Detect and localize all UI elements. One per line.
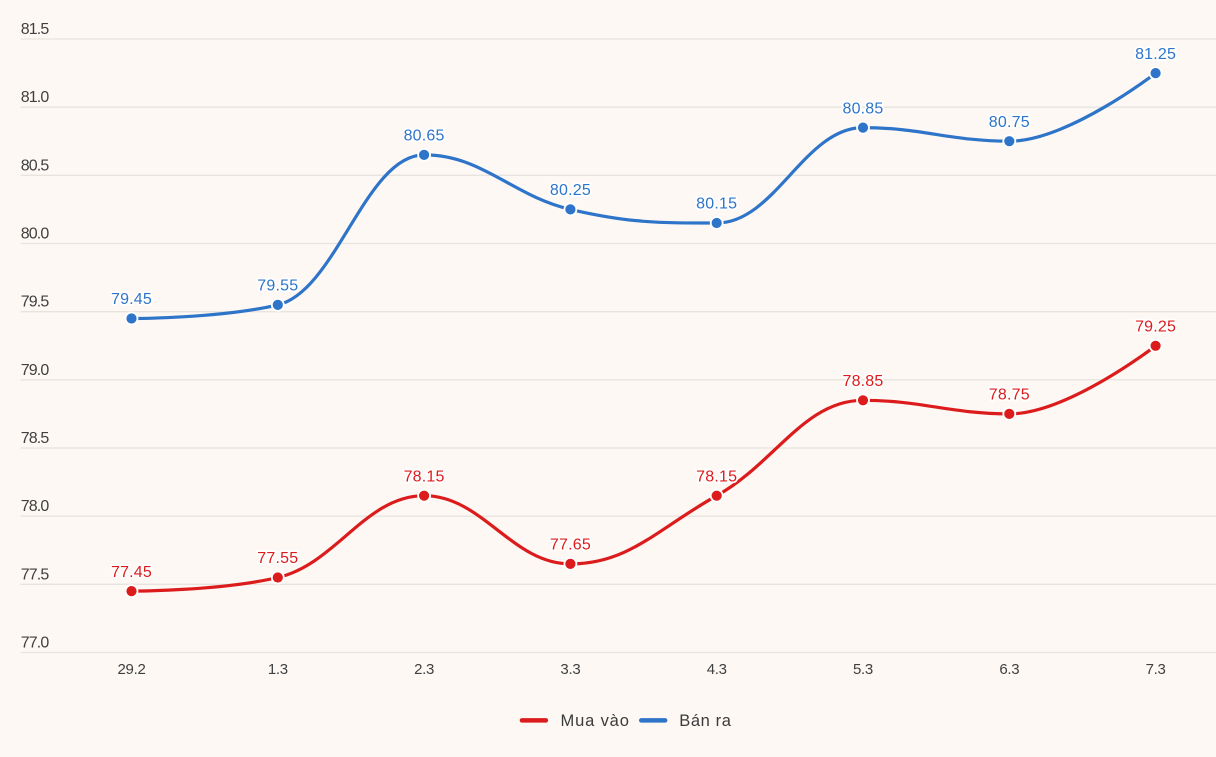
svg-text:81.25: 81.25 <box>1135 46 1176 63</box>
svg-text:6.3: 6.3 <box>999 661 1019 678</box>
svg-text:80.65: 80.65 <box>404 128 445 145</box>
svg-text:79.0: 79.0 <box>21 362 50 379</box>
svg-text:78.0: 78.0 <box>21 498 50 515</box>
svg-text:78.5: 78.5 <box>21 430 50 447</box>
svg-text:Mua vào: Mua vào <box>561 712 630 730</box>
svg-text:77.55: 77.55 <box>257 550 298 567</box>
svg-text:80.0: 80.0 <box>21 226 50 243</box>
svg-text:7.3: 7.3 <box>1146 661 1166 678</box>
svg-text:77.0: 77.0 <box>21 635 50 652</box>
svg-text:5.3: 5.3 <box>853 661 873 678</box>
svg-text:80.75: 80.75 <box>989 114 1030 131</box>
svg-text:79.5: 79.5 <box>21 294 50 311</box>
svg-text:78.15: 78.15 <box>404 468 445 485</box>
svg-text:3.3: 3.3 <box>560 661 580 678</box>
svg-text:1.3: 1.3 <box>268 661 288 678</box>
svg-text:77.65: 77.65 <box>550 537 591 554</box>
svg-text:80.85: 80.85 <box>842 100 883 117</box>
svg-text:81.5: 81.5 <box>21 21 50 38</box>
svg-text:81.0: 81.0 <box>21 89 50 106</box>
svg-text:78.15: 78.15 <box>696 468 737 485</box>
svg-text:79.25: 79.25 <box>1135 318 1176 335</box>
svg-text:78.85: 78.85 <box>842 373 883 390</box>
svg-text:80.5: 80.5 <box>21 157 50 174</box>
svg-text:80.15: 80.15 <box>696 196 737 213</box>
svg-text:4.3: 4.3 <box>707 661 727 678</box>
svg-text:78.75: 78.75 <box>989 387 1030 404</box>
svg-text:2.3: 2.3 <box>414 661 434 678</box>
svg-text:77.45: 77.45 <box>111 564 152 581</box>
svg-text:29.2: 29.2 <box>118 661 146 678</box>
svg-text:Bán ra: Bán ra <box>679 712 731 730</box>
svg-text:80.25: 80.25 <box>550 182 591 199</box>
svg-text:79.55: 79.55 <box>257 278 298 295</box>
svg-text:79.45: 79.45 <box>111 291 152 308</box>
svg-text:77.5: 77.5 <box>21 566 50 583</box>
